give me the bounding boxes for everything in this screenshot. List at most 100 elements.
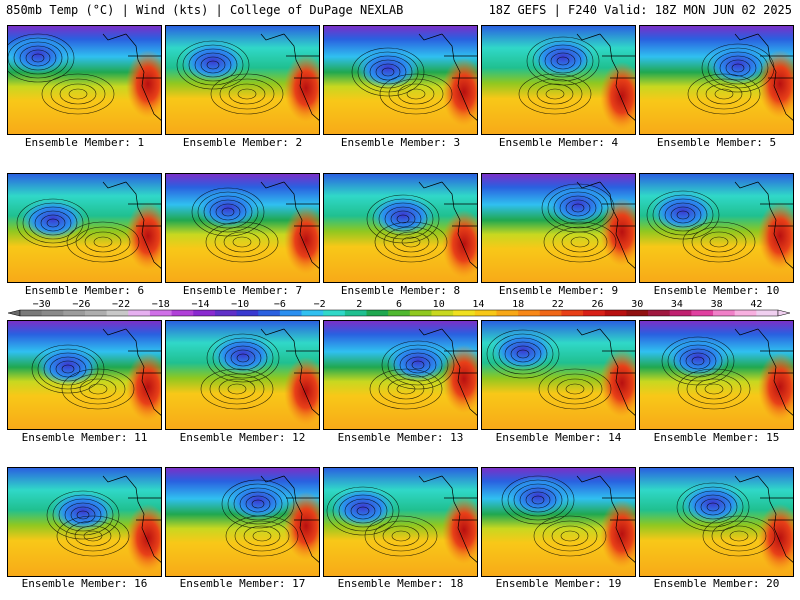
colorbar-segment [171, 310, 194, 316]
colorbar-segment [106, 310, 129, 316]
ensemble-map-7 [165, 173, 320, 283]
temperature-field [324, 26, 477, 134]
ensemble-map-4 [481, 25, 636, 135]
ensemble-map-1 [7, 25, 162, 135]
colorbar-segment [539, 310, 562, 316]
colorbar-left-arrow [7, 309, 21, 317]
heat-ridge [442, 345, 477, 413]
colorbar-segment [518, 310, 541, 316]
temperature-field [166, 26, 319, 134]
height-contours [687, 43, 775, 115]
colorbar-segment [20, 310, 43, 316]
colorbar-segment [496, 310, 519, 316]
ensemble-member-caption: Ensemble Member: 15 [653, 431, 780, 444]
heat-ridge [442, 58, 477, 126]
height-contours [176, 40, 284, 115]
colorbar-segment [149, 310, 173, 316]
heat-ridge [284, 492, 319, 560]
coastline [418, 475, 477, 563]
temperature-field [640, 174, 793, 282]
colorbar-segment [128, 310, 151, 316]
ensemble-map-14 [481, 320, 636, 430]
ensemble-member-caption: Ensemble Member: 14 [495, 431, 622, 444]
colorbar-segment [561, 310, 584, 316]
colorbar-segment [323, 310, 346, 316]
coastline [576, 181, 635, 269]
colorbar-tick-label: 10 [433, 299, 445, 310]
height-contours [486, 329, 612, 410]
temperature-field [166, 174, 319, 282]
ensemble-member-caption: Ensemble Member: 7 [182, 284, 303, 297]
colorbar-segment [344, 310, 368, 316]
coastline [260, 33, 319, 121]
colorbar-segment [691, 310, 714, 316]
colorbar-segment [236, 310, 259, 316]
temperature-field [8, 174, 161, 282]
colorbar-tick-label: 38 [711, 299, 723, 310]
coastline [102, 181, 161, 269]
ensemble-member-caption: Ensemble Member: 3 [340, 136, 461, 149]
colorbar-tick-label: 2 [356, 299, 362, 310]
ensemble-map-13 [323, 320, 478, 430]
colorbar-segment [366, 310, 389, 316]
coastline [734, 475, 793, 563]
coastline [576, 475, 635, 563]
coastline [102, 475, 161, 563]
colorbar-tick-label: −10 [231, 299, 249, 310]
colorbar-segment [669, 310, 692, 316]
ensemble-member-caption: Ensemble Member: 4 [498, 136, 619, 149]
colorbar-tick-label: −2 [314, 299, 326, 310]
ensemble-map-18 [323, 467, 478, 577]
colorbar-tick-label: −26 [72, 299, 90, 310]
colorbar-segment [648, 310, 671, 316]
heat-ridge [126, 504, 161, 572]
colorbar-segment [453, 310, 476, 316]
heat-ridge [284, 54, 319, 122]
ensemble-member-caption: Ensemble Member: 18 [337, 577, 464, 590]
heat-ridge [284, 357, 319, 425]
coastline [576, 328, 635, 416]
colorbar-tick-label: −18 [152, 299, 170, 310]
heat-ridge [758, 353, 793, 421]
colorbar-segment [756, 310, 779, 316]
colorbar-segment [734, 310, 757, 316]
ensemble-map-20 [639, 467, 794, 577]
colorbar-tick-label: 34 [671, 299, 683, 310]
temperature-field [166, 321, 319, 429]
heat-ridge [600, 62, 635, 130]
heat-ridge [600, 500, 635, 568]
ensemble-map-3 [323, 25, 478, 135]
colorbar-tick-label: 42 [750, 299, 762, 310]
heat-ridge [758, 50, 793, 118]
ensemble-member-caption: Ensemble Member: 16 [21, 577, 148, 590]
height-contours [221, 479, 299, 557]
colorbar-segment [474, 310, 497, 316]
colorbar-segment [63, 310, 86, 316]
coastline [418, 181, 477, 269]
temperature-field [324, 468, 477, 576]
ensemble-member-caption: Ensemble Member: 9 [498, 284, 619, 297]
colorbar-tick-label: 6 [396, 299, 402, 310]
temperature-field [8, 468, 161, 576]
heat-ridge [126, 50, 161, 118]
colorbar-segment [258, 310, 281, 316]
ensemble-map-5 [639, 25, 794, 135]
ensemble-map-2 [165, 25, 320, 135]
colorbar-segment [84, 310, 108, 316]
ensemble-member-caption: Ensemble Member: 12 [179, 431, 306, 444]
ensemble-map-8 [323, 173, 478, 283]
height-contours [646, 190, 756, 263]
coastline [260, 328, 319, 416]
heat-ridge [126, 353, 161, 421]
temperature-field [482, 321, 635, 429]
header-left: 850mb Temp (°C) | Wind (kts) | College o… [6, 3, 404, 17]
heat-ridge [284, 206, 319, 274]
height-contours [200, 333, 280, 410]
temperature-field [324, 321, 477, 429]
temperature-field [640, 321, 793, 429]
ensemble-member-caption: Ensemble Member: 13 [337, 431, 464, 444]
height-contours [661, 336, 751, 410]
colorbar-tick-label: −6 [274, 299, 286, 310]
colorbar-tick-label: 26 [592, 299, 604, 310]
height-contours [46, 490, 130, 557]
